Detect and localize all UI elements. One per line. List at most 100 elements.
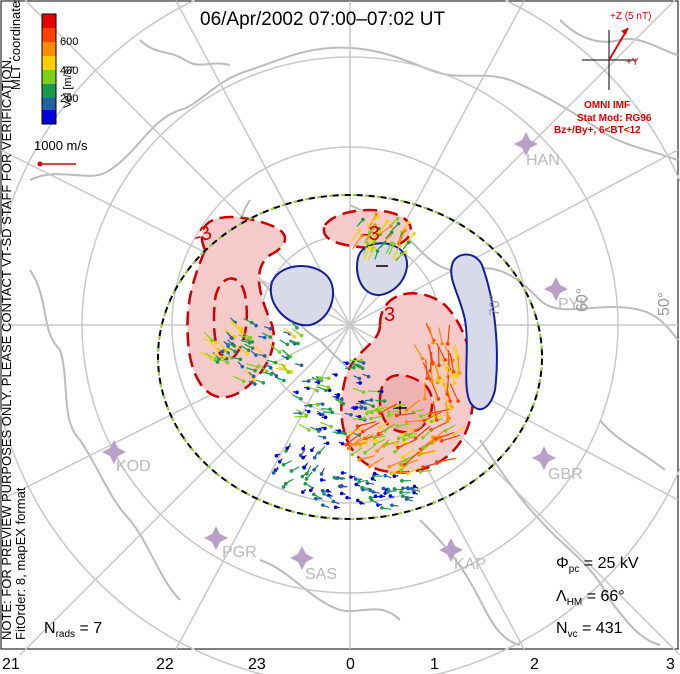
velocity-vector <box>351 235 363 250</box>
colorbar <box>41 13 57 125</box>
velocity-vector <box>446 375 450 395</box>
velocity-vector <box>345 432 362 446</box>
velocity-vector-origin <box>440 341 445 346</box>
velocity-vector <box>306 385 318 392</box>
velocity-vector-origin <box>268 335 273 339</box>
velocity-vector-origin <box>360 400 365 404</box>
velocity-vector-origin <box>216 348 220 353</box>
velocity-vector-origin <box>399 468 403 473</box>
velocity-vector-origin <box>452 381 457 386</box>
velocity-scale-arrow <box>37 161 76 167</box>
velocity-vector-origin <box>339 491 344 496</box>
velocity-vector-origin <box>365 411 369 416</box>
velocity-vector-origin <box>361 390 366 395</box>
velocity-vector-origin <box>387 410 391 414</box>
velocity-vector-origin <box>296 341 300 346</box>
velocity-vector-origin <box>403 228 407 233</box>
velocity-vector-origin <box>399 490 403 495</box>
velocity-vector <box>388 410 401 413</box>
velocity-vector <box>363 232 371 244</box>
velocity-vector <box>392 465 405 475</box>
velocity-vector-origin <box>451 369 456 374</box>
velocity-vector <box>422 429 432 439</box>
mlt-tick-3: 3 <box>666 656 675 673</box>
velocity-vector-origin <box>323 426 327 431</box>
velocity-vector <box>280 363 289 373</box>
velocity-vector <box>246 363 259 368</box>
velocity-vector-origin <box>319 377 323 381</box>
velocity-vector <box>418 449 436 456</box>
velocity-vector-origin <box>256 365 260 369</box>
velocity-vector <box>397 439 416 448</box>
velocity-vector-origin <box>369 398 374 402</box>
velocity-vector-origin <box>319 478 324 482</box>
velocity-vector <box>407 466 421 475</box>
velocity-vector <box>369 457 384 468</box>
velocity-vector-origin <box>439 439 444 443</box>
velocity-vector-origin <box>316 429 321 433</box>
velocity-vector <box>388 412 401 417</box>
velocity-vector-origin <box>443 428 448 433</box>
velocity-vector-origin <box>341 401 346 406</box>
velocity-vector <box>447 324 451 344</box>
imf-model: Stat Mod: RG96 <box>577 113 652 124</box>
velocity-vector-origin <box>391 242 396 246</box>
velocity-vector-origin <box>240 364 245 369</box>
velocity-vector-origin <box>428 411 433 416</box>
velocity-vector-origin <box>220 349 225 354</box>
velocity-vector-origin <box>421 465 425 469</box>
velocity-vector <box>384 423 395 432</box>
velocity-vector-origin <box>365 241 370 245</box>
velocity-vector-origin <box>303 481 308 486</box>
velocity-vector-origin <box>429 419 434 424</box>
velocity-vector <box>215 340 228 351</box>
velocity-vector <box>395 441 410 445</box>
velocity-vector <box>436 342 446 361</box>
velocity-vector-origin <box>362 416 366 421</box>
velocity-vector-origin <box>337 429 342 433</box>
velocity-vector <box>449 352 455 372</box>
lambda-subscript: HM <box>566 597 583 609</box>
velocity-vector-origin <box>304 414 308 419</box>
velocity-vector-origin <box>251 374 256 379</box>
velocity-vector-origin <box>346 435 350 439</box>
velocity-vector-origin <box>295 390 299 395</box>
velocity-vector-origin <box>456 399 460 403</box>
velocity-vector <box>352 387 364 393</box>
velocity-vector-origin <box>377 226 381 231</box>
velocity-vector <box>404 233 415 245</box>
nvc-value: = 431 <box>582 620 623 637</box>
velocity-vector-origin <box>403 458 408 463</box>
mlt-tick-23: 23 <box>248 656 266 673</box>
velocity-vector-origin <box>369 416 373 421</box>
nvc-subscript: vc <box>567 629 578 641</box>
velocity-vector-origin <box>289 469 294 473</box>
velocity-vector <box>420 469 432 473</box>
velocity-vector-origin <box>420 356 425 361</box>
velocity-vector-origin <box>381 486 386 491</box>
velocity-vector-origin <box>395 424 400 428</box>
imf-clock-dial <box>582 27 636 90</box>
velocity-vector-origin <box>346 446 351 451</box>
velocity-vector <box>306 403 319 406</box>
velocity-vector-origin <box>336 476 340 480</box>
velocity-vector-origin <box>302 465 306 470</box>
velocity-vector-origin <box>310 448 314 453</box>
velocity-vector-origin <box>253 368 257 373</box>
velocity-vector-origin <box>381 443 386 448</box>
velocity-vector-origin <box>378 411 382 415</box>
velocity-vector-origin <box>329 424 333 429</box>
velocity-vector-origin <box>284 449 288 453</box>
velocity-vector-origin <box>247 336 252 341</box>
velocity-vector <box>366 216 379 227</box>
velocity-vector-origin <box>343 431 347 436</box>
velocity-vector-origin <box>355 498 360 503</box>
phi-subscript: pc <box>568 564 580 576</box>
velocity-vector-origin <box>273 360 278 365</box>
velocity-vector <box>397 423 410 427</box>
velocity-vector-origin <box>403 433 408 437</box>
velocity-vector-origin <box>402 437 406 442</box>
velocity-vector-origin <box>226 344 230 348</box>
velocity-vector-origin <box>261 381 266 385</box>
velocity-vector <box>457 356 460 373</box>
